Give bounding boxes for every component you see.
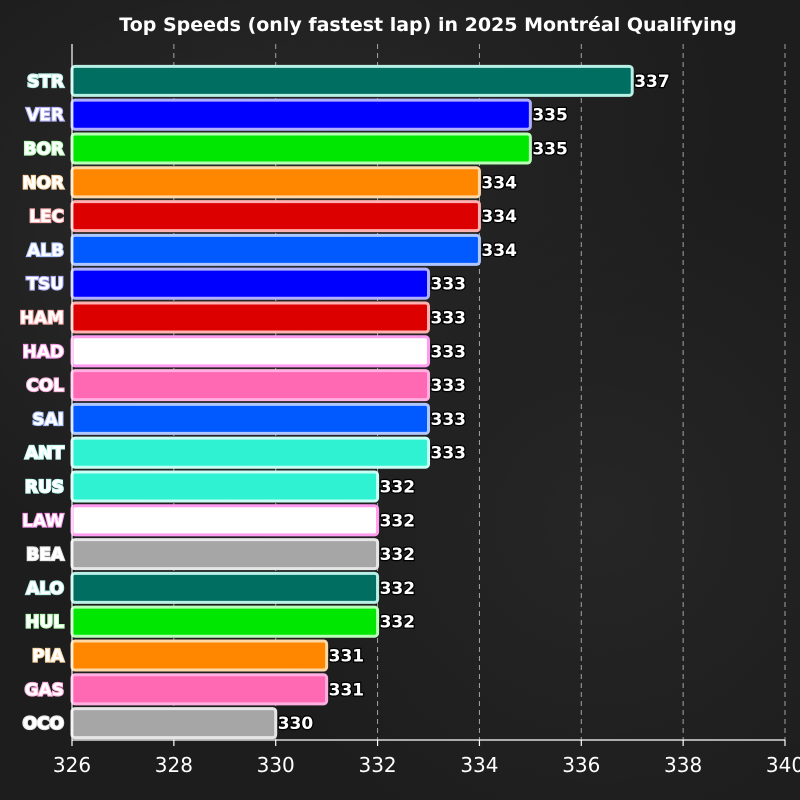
value-label-rus: 332: [380, 478, 416, 498]
y-tick-label-bor: BOR: [24, 140, 65, 160]
chart-title: Top Speeds (only fastest lap) in 2025 Mo…: [119, 14, 736, 36]
y-tick-label-bea: BEA: [26, 545, 65, 565]
y-tick-label-hul: HUL: [25, 613, 64, 633]
y-tick-label-had: HAD: [23, 342, 65, 362]
bar-rus: [70, 470, 380, 503]
y-tick-label-alb: ALB: [27, 241, 64, 261]
value-label-lec: 334: [481, 207, 517, 227]
value-label-tsu: 333: [431, 275, 467, 295]
x-tick-label-334: 334: [460, 753, 498, 777]
y-tick-label-nor: NOR: [22, 173, 64, 193]
x-tick-label-326: 326: [53, 753, 91, 777]
y-tick-label-col: COL: [26, 376, 64, 396]
value-label-ant: 333: [431, 444, 467, 464]
axes: 326 328 330 332 334 336 338 340 STR VER BOR NOR LEC A…: [19, 44, 800, 777]
y-tick-label-lec: LEC: [29, 207, 64, 227]
bar-tsu: [70, 267, 430, 300]
x-tick-label-338: 338: [664, 753, 702, 777]
y-tick-label-ham: HAM: [20, 309, 64, 329]
bar-ver: [70, 98, 532, 131]
value-label-ver: 335: [532, 106, 568, 126]
value-label-hul: 332: [380, 613, 416, 633]
value-label-alb: 334: [481, 241, 517, 261]
bar-gas: [70, 673, 329, 706]
x-tick-label-336: 336: [562, 753, 600, 777]
bar-ham: [70, 301, 430, 334]
x-tick-label-330: 330: [257, 753, 295, 777]
bar-str: [70, 64, 634, 97]
value-label-law: 332: [380, 511, 416, 531]
bar-col: [70, 369, 430, 402]
value-label-nor: 334: [481, 173, 517, 193]
y-tick-label-rus: RUS: [25, 478, 64, 498]
bar-bor: [70, 132, 532, 165]
y-tick-label-alo: ALO: [26, 579, 64, 599]
y-tick-label-ver: VER: [26, 106, 64, 126]
bar-alb: [70, 233, 481, 266]
bar-oco: [70, 707, 278, 740]
bar-had: [70, 335, 430, 368]
bar-pia: [70, 639, 329, 672]
value-label-bor: 335: [532, 140, 568, 160]
bars: 337 335 335 334 334 334 333 333 333 333 333 333 332 3…: [70, 64, 671, 740]
x-tick-label-340: 340: [766, 753, 800, 777]
value-label-gas: 331: [329, 680, 365, 700]
value-label-sai: 333: [431, 410, 467, 430]
bar-law: [70, 504, 380, 537]
x-tick-label-332: 332: [358, 753, 396, 777]
x-tick-label-328: 328: [155, 753, 193, 777]
y-tick-label-oco: OCO: [23, 714, 64, 734]
value-label-had: 333: [431, 342, 467, 362]
y-tick-label-sai: SAI: [32, 410, 64, 430]
y-tick-label-law: LAW: [22, 511, 64, 531]
y-tick-label-ant: ANT: [25, 444, 64, 464]
bar-bea: [70, 538, 380, 571]
value-label-bea: 332: [380, 545, 416, 565]
y-tick-label-tsu: TSU: [26, 275, 64, 295]
value-label-oco: 330: [278, 714, 314, 734]
bar-nor: [70, 166, 481, 199]
bar-lec: [70, 200, 481, 233]
bar-hul: [70, 605, 380, 638]
value-label-str: 337: [634, 72, 670, 92]
value-label-alo: 332: [380, 579, 416, 599]
value-label-col: 333: [431, 376, 467, 396]
y-tick-label-str: STR: [27, 72, 64, 92]
bar-alo: [70, 571, 380, 604]
y-tick-label-gas: GAS: [25, 680, 64, 700]
y-tick-label-pia: PIA: [32, 647, 65, 667]
bar-ant: [70, 436, 430, 469]
value-label-ham: 333: [431, 309, 467, 329]
bar-sai: [70, 402, 430, 435]
value-label-pia: 331: [329, 647, 365, 667]
